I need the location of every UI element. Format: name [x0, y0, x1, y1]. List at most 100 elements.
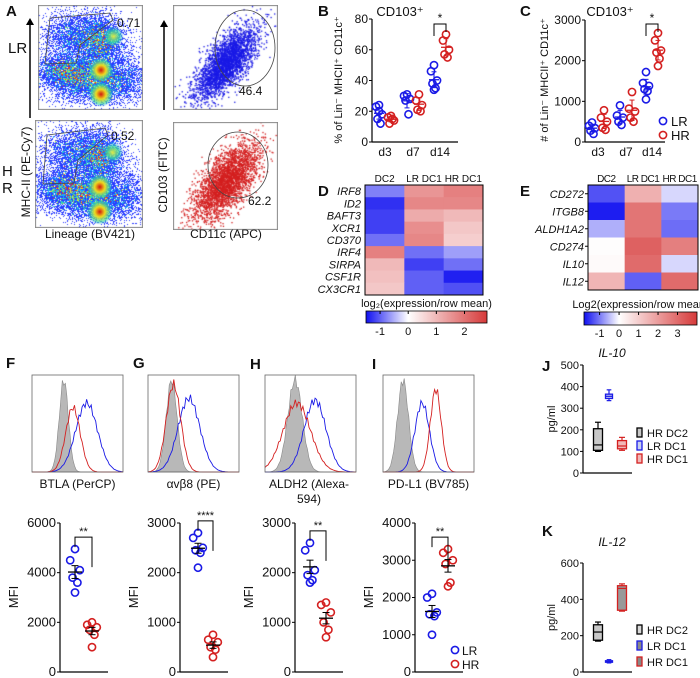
- data-point-hr: [627, 87, 637, 97]
- legend-label: HR: [671, 128, 690, 143]
- panel-a-annotations: [26, 9, 276, 199]
- heatmap-cell: [443, 282, 484, 296]
- arrow-head-icon: [26, 18, 34, 25]
- y-tick-label: 20: [355, 104, 369, 118]
- y-axis-label: MFI: [126, 586, 141, 608]
- colorbar-tick-label: -1: [375, 326, 385, 338]
- legend-marker-hr: [658, 130, 668, 140]
- data-point-lr: [643, 86, 652, 96]
- heatmap-row-label: CD272: [550, 189, 584, 201]
- histogram-frame: [264, 374, 357, 473]
- colorbar-label: log₂(expression/row mean): [361, 298, 492, 310]
- histogram-isotype: [32, 380, 123, 473]
- chart-k: IL-12 0 200 400 600 pg/ml HR DC2 LR DC1 HR DC1: [546, 535, 688, 678]
- legend-label: LR: [671, 114, 688, 129]
- legend-marker-hr: [450, 659, 460, 669]
- gate-value-hr-lineage: 0.52: [111, 129, 135, 143]
- data-point-lr: [426, 66, 436, 76]
- heatmap-row-label: CD370: [327, 235, 362, 247]
- box-hr-dc2: [592, 428, 604, 451]
- histogram-isotype: [265, 375, 356, 473]
- legend-swatch: [636, 427, 643, 438]
- chart-h: 0 1000 2000 3000 MFI **: [241, 374, 357, 678]
- y-axis-label: MFI: [241, 586, 256, 608]
- gate-value-lr-lineage: 0.71: [117, 16, 141, 30]
- data-point-lr: [193, 563, 203, 573]
- y-axis-label: % of Lin⁻ MHCII⁺ CD11c⁺: [333, 16, 345, 143]
- colorbar-tick-label: 0: [616, 328, 622, 340]
- gate-value-lr-cd103: 46.4: [239, 84, 263, 98]
- y-tick-label: 2000: [382, 590, 411, 605]
- data-point-lr: [310, 565, 320, 575]
- histogram-x-label: BTLA (PerCP): [39, 477, 115, 491]
- legend-label: LR: [462, 644, 478, 658]
- y-tick-label: 0: [49, 664, 56, 678]
- data-point-lr: [404, 109, 413, 119]
- data-point-hr: [443, 53, 452, 62]
- significance-label: *: [650, 11, 655, 25]
- histogram-frame: [382, 374, 475, 473]
- legend-swatch: [636, 656, 643, 667]
- histogram: [382, 374, 475, 473]
- data-point-hr: [208, 630, 218, 640]
- legend-swatch: [636, 453, 643, 464]
- y-tick-label: 400: [561, 594, 579, 606]
- gate-circle-hr: [207, 131, 269, 199]
- y-tick-label: 0: [284, 664, 291, 678]
- colorbar-tick-label: 1: [635, 328, 641, 340]
- colorbar-tick-label: 0: [405, 326, 411, 338]
- y-tick-label: 4000: [382, 515, 411, 530]
- heatmap-cell: [588, 255, 626, 273]
- y-tick-label: 1000: [147, 614, 176, 629]
- y-tick-label: 4000: [27, 565, 56, 580]
- heatmap-cell: [404, 270, 445, 284]
- data-point-lr: [641, 94, 651, 104]
- heatmap-cell: [624, 202, 662, 221]
- heatmap-cell: [624, 185, 662, 203]
- data-point-lr: [431, 83, 440, 93]
- y-tick-label: 1000: [554, 94, 581, 108]
- heatmap-cell: [588, 220, 626, 238]
- panel-label-c: C: [520, 3, 531, 20]
- histogram-x-label: PD-L1 (BV785): [388, 477, 469, 491]
- data-point-hr: [206, 642, 215, 652]
- colorbar: [365, 310, 488, 324]
- legend-label: HR DC1: [647, 454, 688, 466]
- heatmap-column-label: DC2: [375, 174, 395, 185]
- heatmap-cell: [365, 221, 405, 235]
- y-tick-label: 0: [573, 468, 579, 480]
- colorbar-tick-label: -1: [595, 328, 605, 340]
- y-tick-label: 3000: [382, 552, 411, 567]
- legend-swatch: [636, 624, 643, 635]
- data-point-hr: [443, 581, 453, 591]
- data-point-lr: [376, 119, 385, 128]
- heatmap-row-label: CSF1R: [325, 272, 361, 284]
- panel-label-k: K: [542, 523, 553, 540]
- data-point-lr: [303, 570, 312, 580]
- y-tick-label: 200: [561, 425, 579, 437]
- data-point-lr: [429, 611, 439, 621]
- heatmap-row-label: IRF8: [337, 186, 362, 198]
- y-axis-label: pg/ml: [546, 604, 558, 631]
- data-point-hr: [208, 652, 218, 662]
- data-point-lr: [73, 578, 82, 587]
- chart-title: CD103⁺: [586, 4, 633, 19]
- legend-label: HR DC2: [647, 625, 688, 637]
- y-tick-label: 0: [574, 135, 581, 149]
- flow-plot-hr-cd103: [173, 122, 278, 230]
- heatmap-cell: [443, 197, 484, 210]
- box-hr-dc1: [616, 439, 628, 450]
- flow-plot-lr-cd103: [173, 5, 278, 110]
- histogram-lr: [32, 399, 124, 473]
- heatmap-cell: [624, 255, 662, 273]
- data-point-hr: [210, 645, 220, 655]
- y-tick-label: 100: [561, 446, 579, 458]
- data-point-lr: [617, 120, 626, 130]
- data-point-lr: [75, 565, 85, 575]
- y-axis-label: pg/ml: [546, 406, 558, 433]
- heatmap-cell: [365, 246, 405, 259]
- heatmap-column-label: DC2: [597, 174, 616, 185]
- heatmap-border: [587, 184, 699, 291]
- x-tick-label: d7: [406, 145, 420, 159]
